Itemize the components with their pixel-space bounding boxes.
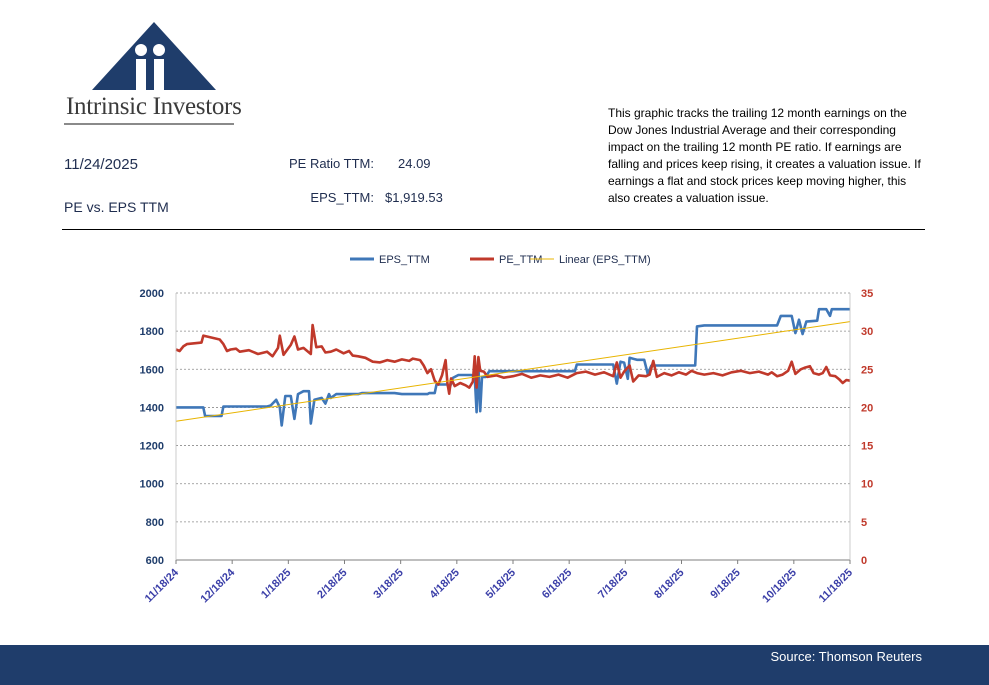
y-left-tick-label: 1000 — [140, 479, 164, 491]
x-tick-label: 4/18/25 — [428, 567, 462, 601]
y-right-tick-label: 0 — [861, 555, 867, 567]
intrinsic-investors-logo — [92, 22, 216, 90]
description-text: This graphic tracks the trailing 12 mont… — [608, 106, 921, 205]
y-right-tick-label: 25 — [861, 364, 873, 376]
logo-triangle — [92, 22, 216, 90]
eps-value: $1,919.53 — [385, 190, 443, 205]
y-left-tick-label: 2000 — [140, 288, 164, 300]
x-tick-label: 11/18/25 — [817, 567, 855, 605]
x-tick-label: 10/18/25 — [760, 567, 799, 606]
series-lines — [175, 307, 851, 427]
x-tick-label: 9/18/25 — [708, 567, 742, 601]
logo-figure-left-body — [136, 59, 146, 90]
report-date: 11/24/2025 — [64, 156, 138, 173]
legend-label-linear-eps-ttm: Linear (EPS_TTM) — [559, 254, 651, 266]
x-tick-label: 3/18/25 — [371, 567, 405, 601]
eps-ttm-line — [176, 307, 850, 427]
y-left-tick-label: 1800 — [140, 326, 164, 338]
y-left-tick-label: 800 — [146, 517, 164, 529]
logo-underline — [64, 123, 234, 125]
legend: EPS_TTM PE_TTM Linear (EPS_TTM) — [350, 254, 651, 266]
x-tick-label: 6/18/25 — [540, 567, 574, 601]
pe-ttm-line — [175, 323, 851, 395]
y-right-tick-label: 20 — [861, 402, 873, 414]
source-note: Source: Thomson Reuters — [770, 649, 923, 664]
report-subtitle: PE vs. EPS TTM — [64, 199, 169, 215]
x-tick-label: 8/18/25 — [652, 567, 686, 601]
logo-wordmark: Intrinsic Investors — [66, 93, 242, 120]
logo-figure-right-body — [154, 59, 164, 90]
axes: 600 800 1000 1200 1400 1600 1800 2000 0 5 10 15 20 25… — [140, 288, 874, 605]
y-right-tick-label: 30 — [861, 326, 873, 338]
x-tick-label: 5/18/25 — [484, 567, 518, 601]
y-left-tick-label: 1600 — [140, 364, 164, 376]
y-right-tick-label: 10 — [861, 479, 873, 491]
x-tick-label: 7/18/25 — [596, 567, 630, 601]
y-right-tick-label: 15 — [861, 441, 873, 453]
x-tick-label: 11/18/24 — [143, 566, 182, 605]
y-left-tick-label: 1200 — [140, 441, 164, 453]
y-left-tick-label: 1400 — [140, 402, 164, 414]
y-left-tick-label: 600 — [146, 555, 164, 567]
y-right-tick-label: 35 — [861, 288, 873, 300]
legend-label-pe-ttm: PE_TTM — [499, 254, 542, 266]
x-tick-label: 2/18/25 — [315, 567, 349, 601]
x-tick-label: 1/18/25 — [259, 567, 293, 601]
y-right-tick-label: 5 — [861, 517, 867, 529]
grid — [176, 292, 850, 523]
footer-bar: Source: Thomson Reuters — [0, 645, 989, 685]
logo-figure-right-head — [153, 44, 165, 56]
linear-eps-ttm-line — [175, 321, 851, 422]
legend-label-eps-ttm: EPS_TTM — [379, 254, 430, 266]
x-tick-label: 12/18/24 — [199, 566, 238, 605]
pe-ratio-value: 24.09 — [398, 156, 431, 171]
logo-figure-left-head — [135, 44, 147, 56]
pe-ratio-label: PE Ratio TTM: — [288, 156, 374, 171]
pe-vs-eps-chart: 600 800 1000 1200 1400 1600 1800 2000 0 5 10 15 20 25… — [140, 254, 874, 605]
header-divider — [62, 229, 925, 230]
eps-label: EPS_TTM: — [310, 190, 374, 205]
